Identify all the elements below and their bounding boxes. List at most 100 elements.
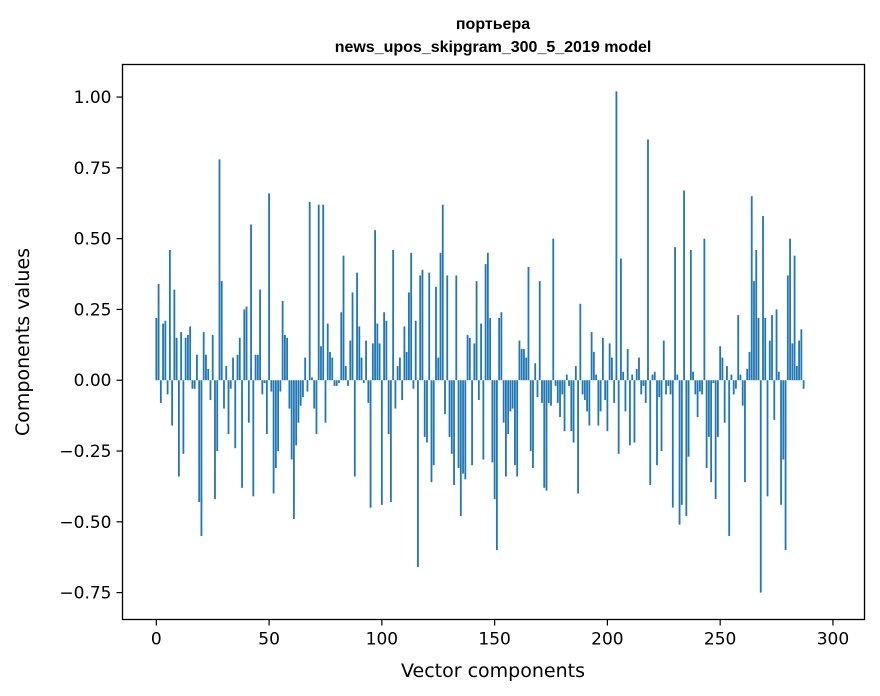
bar <box>177 380 180 477</box>
bar <box>669 380 672 395</box>
bar <box>547 380 550 403</box>
x-tick-label: 250 <box>704 630 736 650</box>
bar <box>380 380 383 505</box>
bar <box>604 380 607 401</box>
bar <box>773 380 776 420</box>
bar <box>326 323 329 381</box>
bar <box>263 380 266 384</box>
bar <box>683 190 685 381</box>
bar <box>703 238 706 381</box>
bar <box>410 252 413 381</box>
bar <box>552 238 555 381</box>
bar <box>534 363 537 381</box>
bar <box>656 380 658 466</box>
bar <box>241 380 243 488</box>
bar <box>155 317 158 381</box>
bar <box>633 380 636 443</box>
bar <box>459 380 462 517</box>
bar <box>798 340 800 381</box>
bar <box>735 380 737 389</box>
bar <box>464 380 467 480</box>
bar <box>477 380 480 401</box>
bar <box>164 320 167 381</box>
bar <box>480 323 482 381</box>
bar <box>653 371 656 381</box>
bar <box>764 317 767 381</box>
bar <box>746 368 749 381</box>
bar <box>554 380 557 386</box>
bar <box>732 380 735 395</box>
bar <box>457 380 460 469</box>
bar <box>435 286 437 381</box>
bar <box>611 357 613 381</box>
bar <box>795 366 798 381</box>
bar <box>665 380 667 395</box>
bar <box>358 326 361 381</box>
plot-area-frame <box>121 63 866 621</box>
bar <box>475 281 478 381</box>
bar <box>286 337 289 381</box>
bar <box>705 380 708 469</box>
bar <box>514 380 516 466</box>
bar <box>660 380 663 452</box>
bar <box>439 252 442 381</box>
bar <box>265 380 268 435</box>
bar <box>299 380 302 406</box>
bar <box>347 380 349 386</box>
bar <box>173 289 176 381</box>
bar <box>466 334 469 381</box>
bar <box>353 380 356 477</box>
x-tick-label: 150 <box>478 630 510 650</box>
bar <box>592 351 595 381</box>
bar <box>157 283 160 381</box>
bar <box>320 346 322 381</box>
bar <box>229 380 232 389</box>
bar <box>272 380 275 494</box>
bar <box>293 380 295 519</box>
bar <box>356 272 358 381</box>
bar <box>306 380 309 392</box>
bar <box>387 380 390 435</box>
bar <box>678 380 681 525</box>
bar <box>315 380 318 435</box>
bar <box>676 374 679 381</box>
bar <box>385 320 388 381</box>
bar <box>288 380 291 409</box>
bar <box>762 215 764 381</box>
bar <box>662 340 665 381</box>
bar <box>511 380 514 409</box>
bar <box>780 380 782 505</box>
bar <box>205 354 207 381</box>
bar <box>486 252 489 381</box>
y-tick-label: 1.00 <box>74 88 112 108</box>
bar <box>536 380 539 398</box>
bar <box>187 334 189 381</box>
bar <box>719 346 722 381</box>
bar <box>473 343 476 381</box>
bar <box>423 380 426 437</box>
bar <box>471 380 473 466</box>
bar <box>401 380 404 401</box>
bar <box>441 204 444 381</box>
y-tick-label: −0.75 <box>59 584 111 604</box>
bar <box>714 380 717 500</box>
bar <box>234 380 237 449</box>
bar <box>302 380 304 398</box>
bar <box>777 371 780 381</box>
bar <box>782 380 785 460</box>
bar <box>245 306 248 381</box>
bar <box>209 380 212 401</box>
bar <box>755 249 758 381</box>
bar <box>723 380 726 423</box>
bar <box>793 255 796 381</box>
bar <box>712 380 715 384</box>
bar <box>283 334 286 381</box>
bar <box>583 380 586 401</box>
y-axis-ticks: −0.75 −0.50 −0.25 0.00 0.25 0.50 0.75 1.00 <box>59 88 123 604</box>
bar <box>658 380 661 398</box>
bar <box>256 354 259 381</box>
bar <box>500 312 503 381</box>
bar <box>613 380 616 403</box>
bar <box>509 380 512 412</box>
